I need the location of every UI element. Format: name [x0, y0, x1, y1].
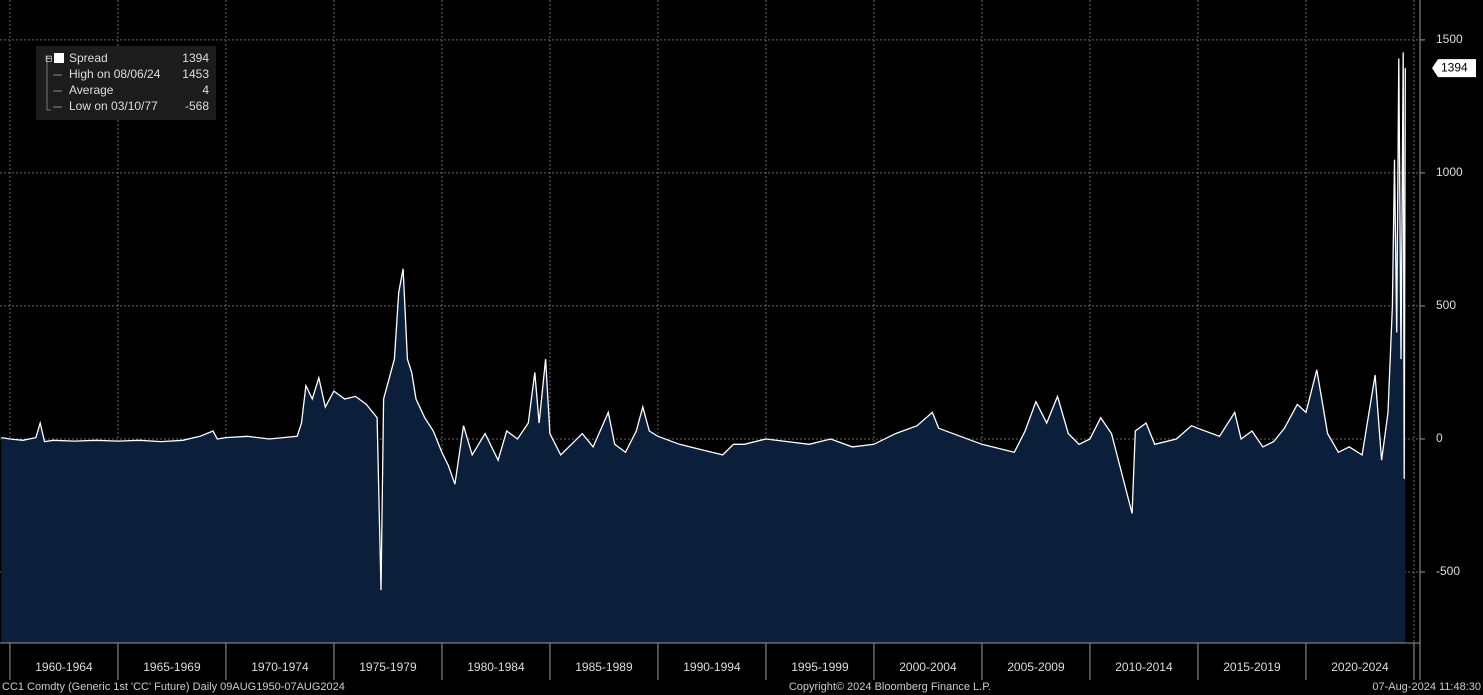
y-tick-label: 500	[1436, 298, 1456, 312]
x-tick-label: 2020-2024	[1331, 660, 1389, 674]
x-tick-label: 2010-2014	[1115, 660, 1173, 674]
last-value-label: 1394	[1441, 60, 1468, 74]
y-tick-label: 0	[1436, 431, 1443, 445]
legend-stat-label: Low on 03/10/77	[69, 99, 158, 113]
x-tick-label: 1970-1974	[251, 660, 309, 674]
plot-area	[0, 0, 1420, 643]
x-tick-label: 1975-1979	[359, 660, 417, 674]
x-tick-label: 1980-1984	[467, 660, 525, 674]
legend-box	[36, 46, 216, 120]
x-tick-label: 2000-2004	[899, 660, 957, 674]
legend-stat-value: -568	[185, 99, 209, 113]
legend-swatch	[54, 53, 64, 63]
line	[1, 52, 1406, 591]
footer-center: Copyright© 2024 Bloomberg Finance L.P.	[789, 681, 991, 693]
legend-bracket	[46, 56, 51, 111]
legend-stat-label: Average	[69, 83, 114, 97]
legend-stat-label: High on 08/06/24	[69, 67, 161, 81]
legend-stat-value: 4	[202, 83, 209, 97]
x-tick-label: 2015-2019	[1223, 660, 1281, 674]
legend-icon: ⊟	[45, 53, 53, 63]
x-tick-label: 1995-1999	[791, 660, 849, 674]
footer-left: CC1 Comdty (Generic 1st 'CC' Future) Dai…	[2, 681, 345, 693]
legend-value: 1394	[182, 51, 209, 65]
y-tick-label: -500	[1436, 564, 1460, 578]
x-tick-label: 1965-1969	[143, 660, 201, 674]
last-value-tag	[1432, 59, 1476, 78]
area	[1, 52, 1406, 643]
legend-stat-value: 1453	[182, 67, 209, 81]
x-tick-label: 1990-1994	[683, 660, 741, 674]
x-tick-label: 2005-2009	[1007, 660, 1065, 674]
x-tick-label: 1985-1989	[575, 660, 633, 674]
x-tick-label: 1960-1964	[35, 660, 93, 674]
y-tick-label: 1000	[1436, 165, 1463, 179]
y-tick-label: 1500	[1436, 32, 1463, 46]
footer-right: 07-Aug-2024 11:48:30	[1372, 681, 1481, 693]
legend: Spread 1394 ⊟ High on 08/06/24 1453 Averag…	[36, 46, 216, 120]
legend-label: Spread	[69, 51, 108, 65]
